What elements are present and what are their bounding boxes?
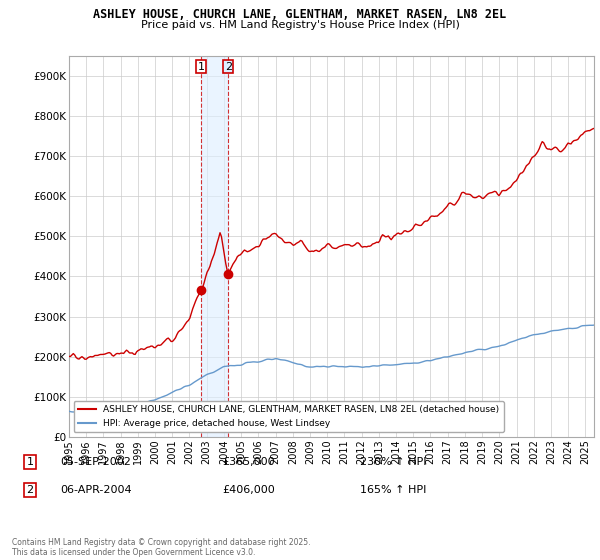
Text: Price paid vs. HM Land Registry's House Price Index (HPI): Price paid vs. HM Land Registry's House … [140,20,460,30]
Text: ASHLEY HOUSE, CHURCH LANE, GLENTHAM, MARKET RASEN, LN8 2EL: ASHLEY HOUSE, CHURCH LANE, GLENTHAM, MAR… [94,8,506,21]
Text: 230% ↑ HPI: 230% ↑ HPI [360,457,427,467]
Bar [201,56,228,437]
Text: 1: 1 [197,62,205,72]
Text: Contains HM Land Registry data © Crown copyright and database right 2025.
This d: Contains HM Land Registry data © Crown c… [12,538,311,557]
Text: 2: 2 [224,62,232,72]
Text: 165% ↑ HPI: 165% ↑ HPI [360,485,427,495]
Text: 05-SEP-2002: 05-SEP-2002 [60,457,131,467]
Text: 06-APR-2004: 06-APR-2004 [60,485,131,495]
Legend: ASHLEY HOUSE, CHURCH LANE, GLENTHAM, MARKET RASEN, LN8 2EL (detached house), HPI: ASHLEY HOUSE, CHURCH LANE, GLENTHAM, MAR… [74,401,504,432]
Text: 1: 1 [26,457,34,467]
Text: £406,000: £406,000 [222,485,275,495]
Text: £365,000: £365,000 [222,457,275,467]
Text: 2: 2 [26,485,34,495]
